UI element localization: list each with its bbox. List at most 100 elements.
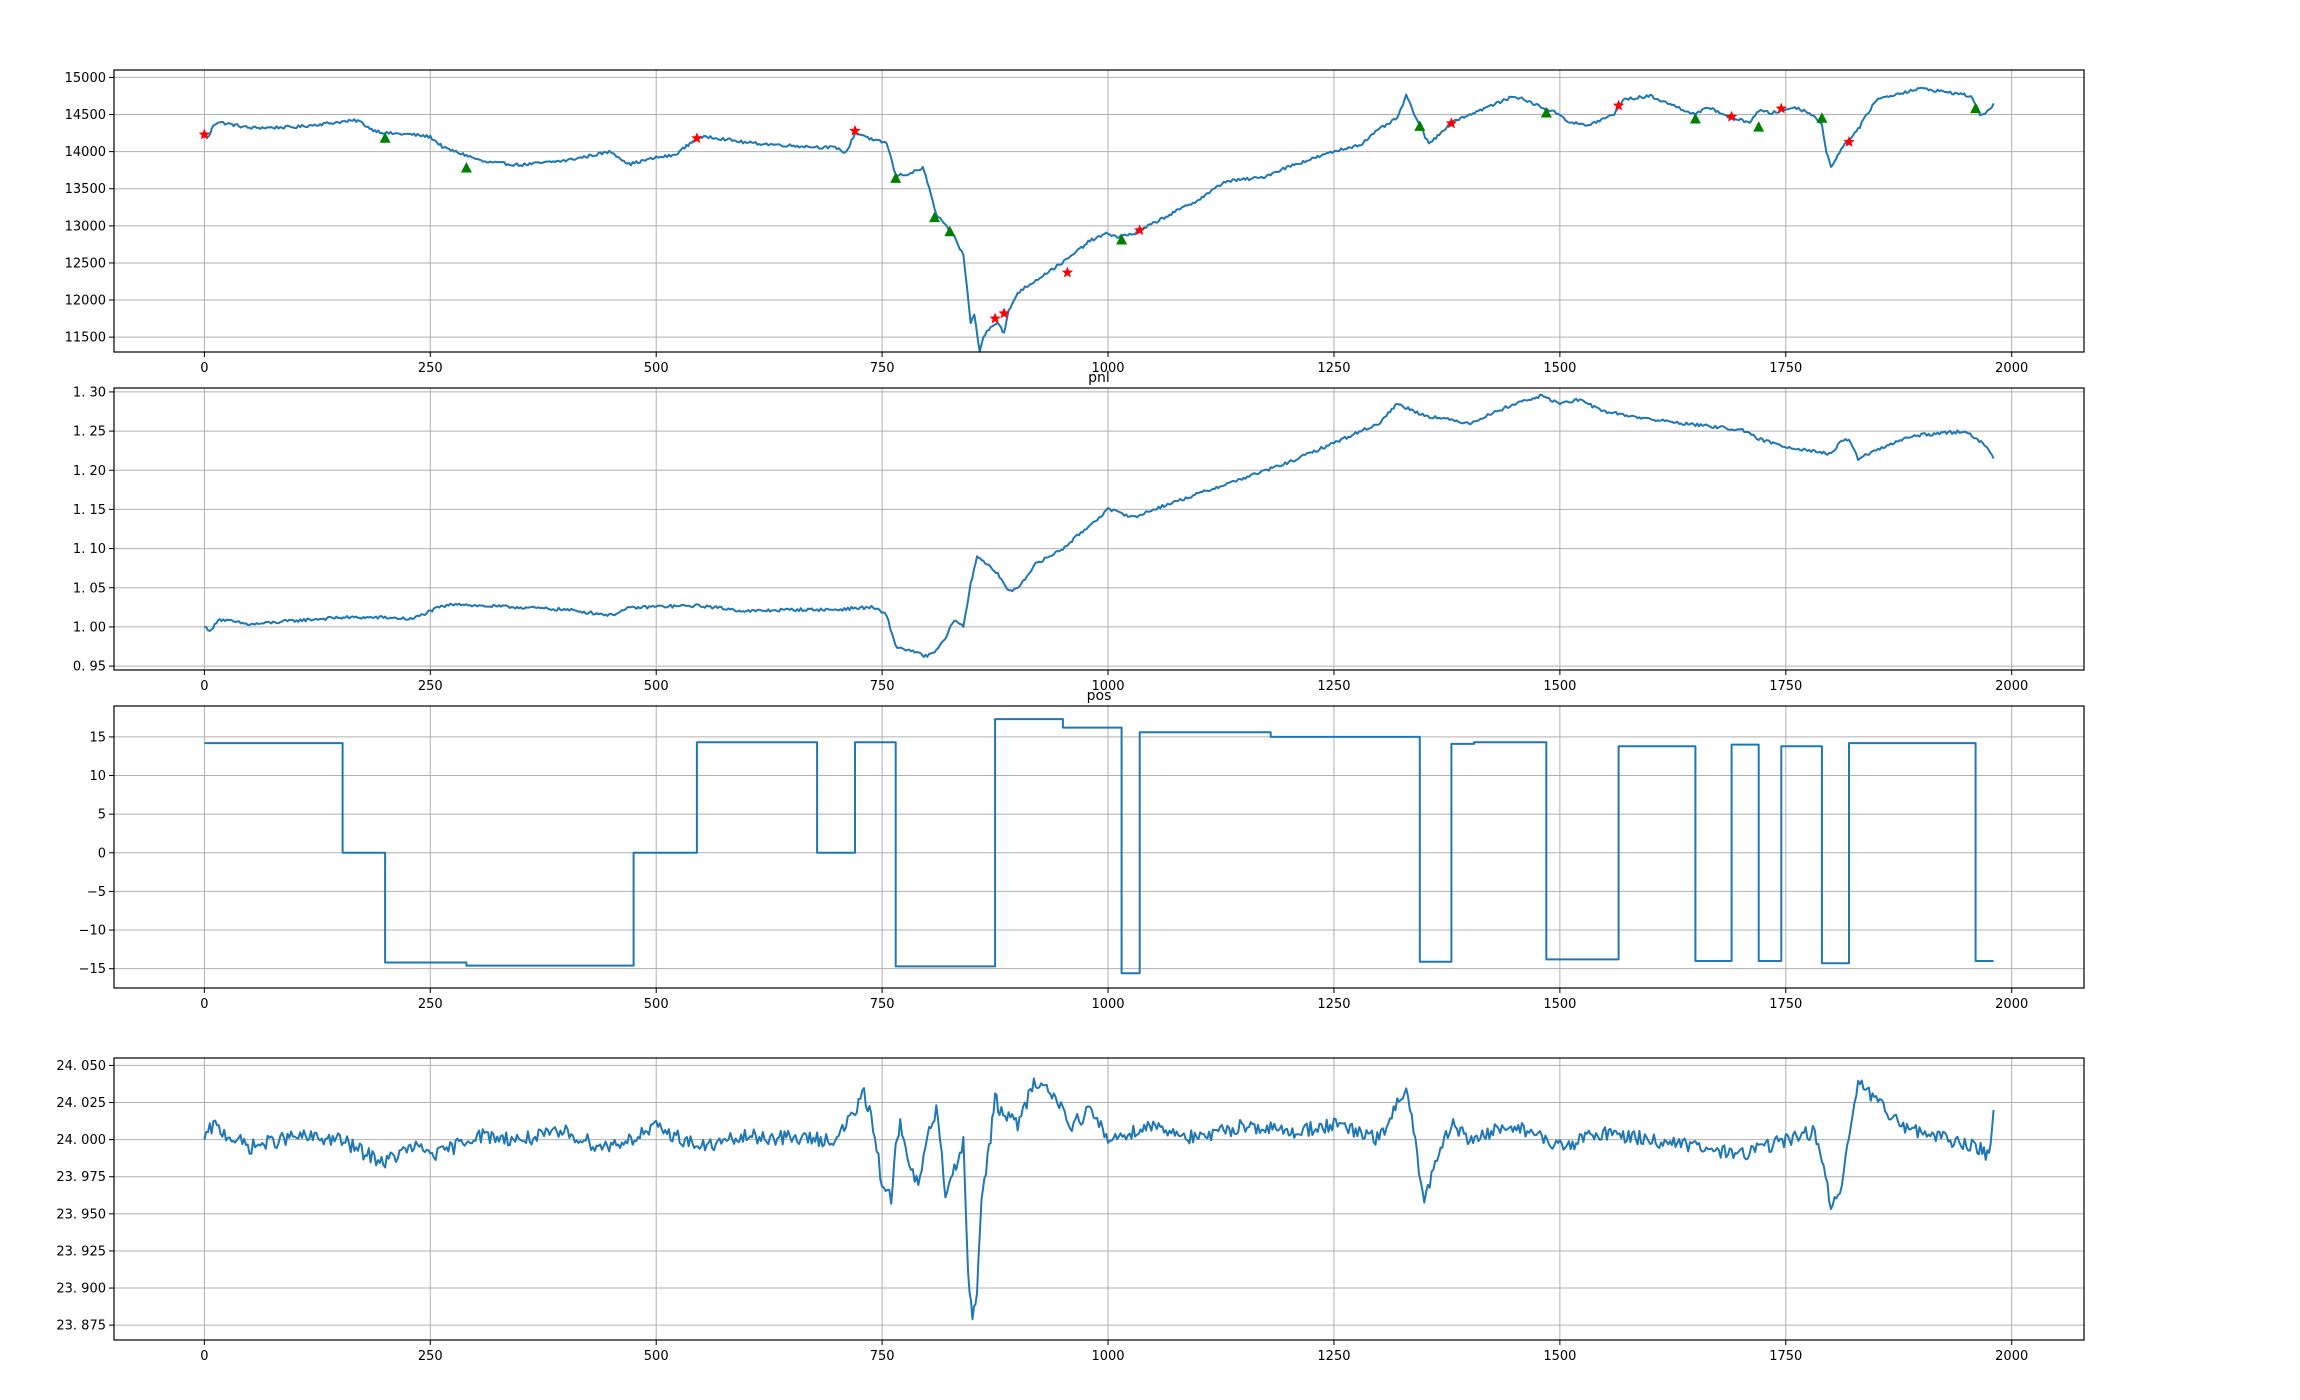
- buy-signal-triangle: [1414, 120, 1426, 131]
- pnl-series-line: [204, 393, 1995, 658]
- indicator-xtick-label: 1000: [1091, 1349, 1124, 1364]
- pnl-tick-labels: 0 250 500 750 1000 1250 1500 1750 2000 0. 95 1. 00…: [73, 385, 2028, 694]
- pnl-ytick-label: 1. 05: [73, 581, 106, 596]
- indicator-xtick-label: 1500: [1543, 1349, 1576, 1364]
- pos-ytick-label: 15: [89, 730, 106, 745]
- pnl-xtick-label: 250: [418, 679, 443, 694]
- indicator-tick-labels: 0 250 500 750 1000 1250 1500 1750 2000 23. 875 23.…: [56, 1059, 2028, 1364]
- price-ytick-label: 13000: [65, 219, 106, 234]
- pos-xtick-label: 1500: [1543, 997, 1576, 1012]
- pos-xtick-label: 1750: [1769, 997, 1802, 1012]
- pnl-xtick-label: 2000: [1995, 679, 2028, 694]
- pos-line: [204, 718, 1994, 975]
- indicator-ytick-label: 23. 950: [56, 1207, 106, 1222]
- pnl-grid: [114, 388, 2084, 670]
- subplot-pnl: 0 250 500 750 1000 1250 1500 1750 2000 0. 95 1. 00…: [73, 370, 2085, 694]
- price-ytick-label: 14000: [65, 145, 106, 160]
- buy-signal-triangle: [460, 161, 472, 173]
- pos-xtick-label: 1000: [1091, 997, 1124, 1012]
- price-xtick-label: 1500: [1543, 361, 1576, 376]
- price-axes-frame: [113, 69, 2085, 353]
- pnl-xtick-label: 1250: [1317, 679, 1350, 694]
- buy-signal-triangle: [929, 211, 941, 223]
- pos-tick-labels: 0 250 500 750 1000 1250 1500 1750 2000 −15 −10 −5 0 5…: [79, 730, 2029, 1012]
- indicator-line: [203, 1077, 1995, 1321]
- indicator-xtick-label: 500: [644, 1349, 669, 1364]
- pnl-xtick-label: 1750: [1769, 679, 1802, 694]
- sell-signal-star: [998, 307, 1010, 319]
- buy-signal-triangle: [1540, 107, 1552, 118]
- pos-ytick-label: −10: [79, 924, 106, 939]
- pos-ytick-label: 0: [98, 846, 106, 861]
- price-xtick-label: 250: [418, 361, 443, 376]
- buy-signal-triangle: [1689, 112, 1701, 124]
- price-ytick-label: 14500: [65, 108, 106, 123]
- pos-ytick-label: −15: [79, 962, 106, 977]
- pnl-ytick-label: 1. 30: [73, 385, 106, 400]
- buy-signal-triangle: [1116, 233, 1128, 245]
- pos-grid: [114, 706, 2084, 988]
- indicator-xtick-label: 750: [870, 1349, 895, 1364]
- price-xtick-label: 500: [644, 361, 669, 376]
- pnl-xtick-label: 750: [870, 679, 895, 694]
- pnl-ytick-label: 1. 20: [73, 464, 106, 479]
- sell-signal-star: [198, 128, 211, 140]
- pos-ytick-label: 5: [98, 808, 106, 823]
- pos-xtick-label: 0: [200, 997, 208, 1012]
- indicator-ytick-label: 23. 975: [56, 1170, 106, 1185]
- buy-signal-triangle: [944, 225, 956, 237]
- indicator-xtick-label: 1750: [1769, 1349, 1802, 1364]
- pnl-ytick-label: 1. 25: [73, 425, 106, 440]
- indicator-ytick-label: 24. 025: [56, 1096, 106, 1111]
- subplot-pos: 0 250 500 750 1000 1250 1500 1750 2000 −15 −10 −5 0 5…: [79, 688, 2085, 1012]
- price-grid: [114, 70, 2084, 352]
- sell-signal-star: [989, 312, 1001, 324]
- indicator-ytick-label: 24. 050: [56, 1059, 106, 1074]
- subplot-indicator: 0 250 500 750 1000 1250 1500 1750 2000 23. 875 23.…: [56, 1057, 2085, 1364]
- pos-xtick-label: 500: [644, 997, 669, 1012]
- price-ytick-label: 13500: [65, 182, 106, 197]
- pos-xtick-label: 250: [418, 997, 443, 1012]
- pnl-title: pnl: [1088, 370, 1110, 386]
- indicator-xtick-label: 1250: [1317, 1349, 1350, 1364]
- pnl-line: [204, 393, 1995, 658]
- sell-signal-star: [1445, 117, 1458, 129]
- pnl-axes-frame: [113, 387, 2085, 671]
- sell-signal-star: [849, 124, 861, 136]
- indicator-xtick-label: 0: [200, 1349, 208, 1364]
- price-xtick-label: 1250: [1317, 361, 1350, 376]
- price-series-line: [204, 86, 1995, 353]
- pnl-ytick-label: 1. 15: [73, 503, 106, 518]
- pos-ytick-label: 10: [89, 769, 106, 784]
- price-signal-markers: [198, 99, 1982, 324]
- sell-signal-star: [1775, 102, 1787, 114]
- buy-signal-triangle: [890, 172, 902, 183]
- indicator-ytick-label: 23. 900: [56, 1282, 106, 1297]
- sell-signal-star: [1134, 224, 1146, 236]
- sell-signal-star: [1061, 266, 1074, 278]
- buy-signal-triangle: [1753, 121, 1765, 132]
- buy-signal-triangle: [1816, 112, 1828, 123]
- buy-signal-triangle: [379, 132, 391, 143]
- price-line: [204, 86, 1995, 353]
- price-xtick-label: 2000: [1995, 361, 2028, 376]
- price-tick-labels: 0 250 500 750 1000 1250 1500 1750 2000 11500 12000…: [65, 71, 2029, 376]
- pnl-xtick-label: 1500: [1543, 679, 1576, 694]
- price-xtick-label: 1000: [1091, 361, 1124, 376]
- buy-signal-triangle: [1970, 102, 1982, 114]
- price-ytick-label: 12000: [65, 294, 106, 309]
- indicator-series-line: [203, 1077, 1995, 1321]
- pnl-xtick-label: 0: [200, 679, 208, 694]
- indicator-xtick-label: 250: [418, 1349, 443, 1364]
- price-ytick-label: 11500: [65, 331, 106, 346]
- indicator-xtick-label: 2000: [1995, 1349, 2028, 1364]
- subplot-price: 0 250 500 750 1000 1250 1500 1750 2000 11500 12000…: [65, 69, 2085, 376]
- price-xtick-label: 0: [200, 361, 208, 376]
- pos-axes-frame: [113, 705, 2085, 989]
- pos-xtick-label: 2000: [1995, 997, 2028, 1012]
- pos-xtick-label: 1250: [1317, 997, 1350, 1012]
- pnl-ytick-label: 1. 00: [73, 620, 106, 635]
- indicator-ytick-label: 23. 875: [56, 1319, 106, 1334]
